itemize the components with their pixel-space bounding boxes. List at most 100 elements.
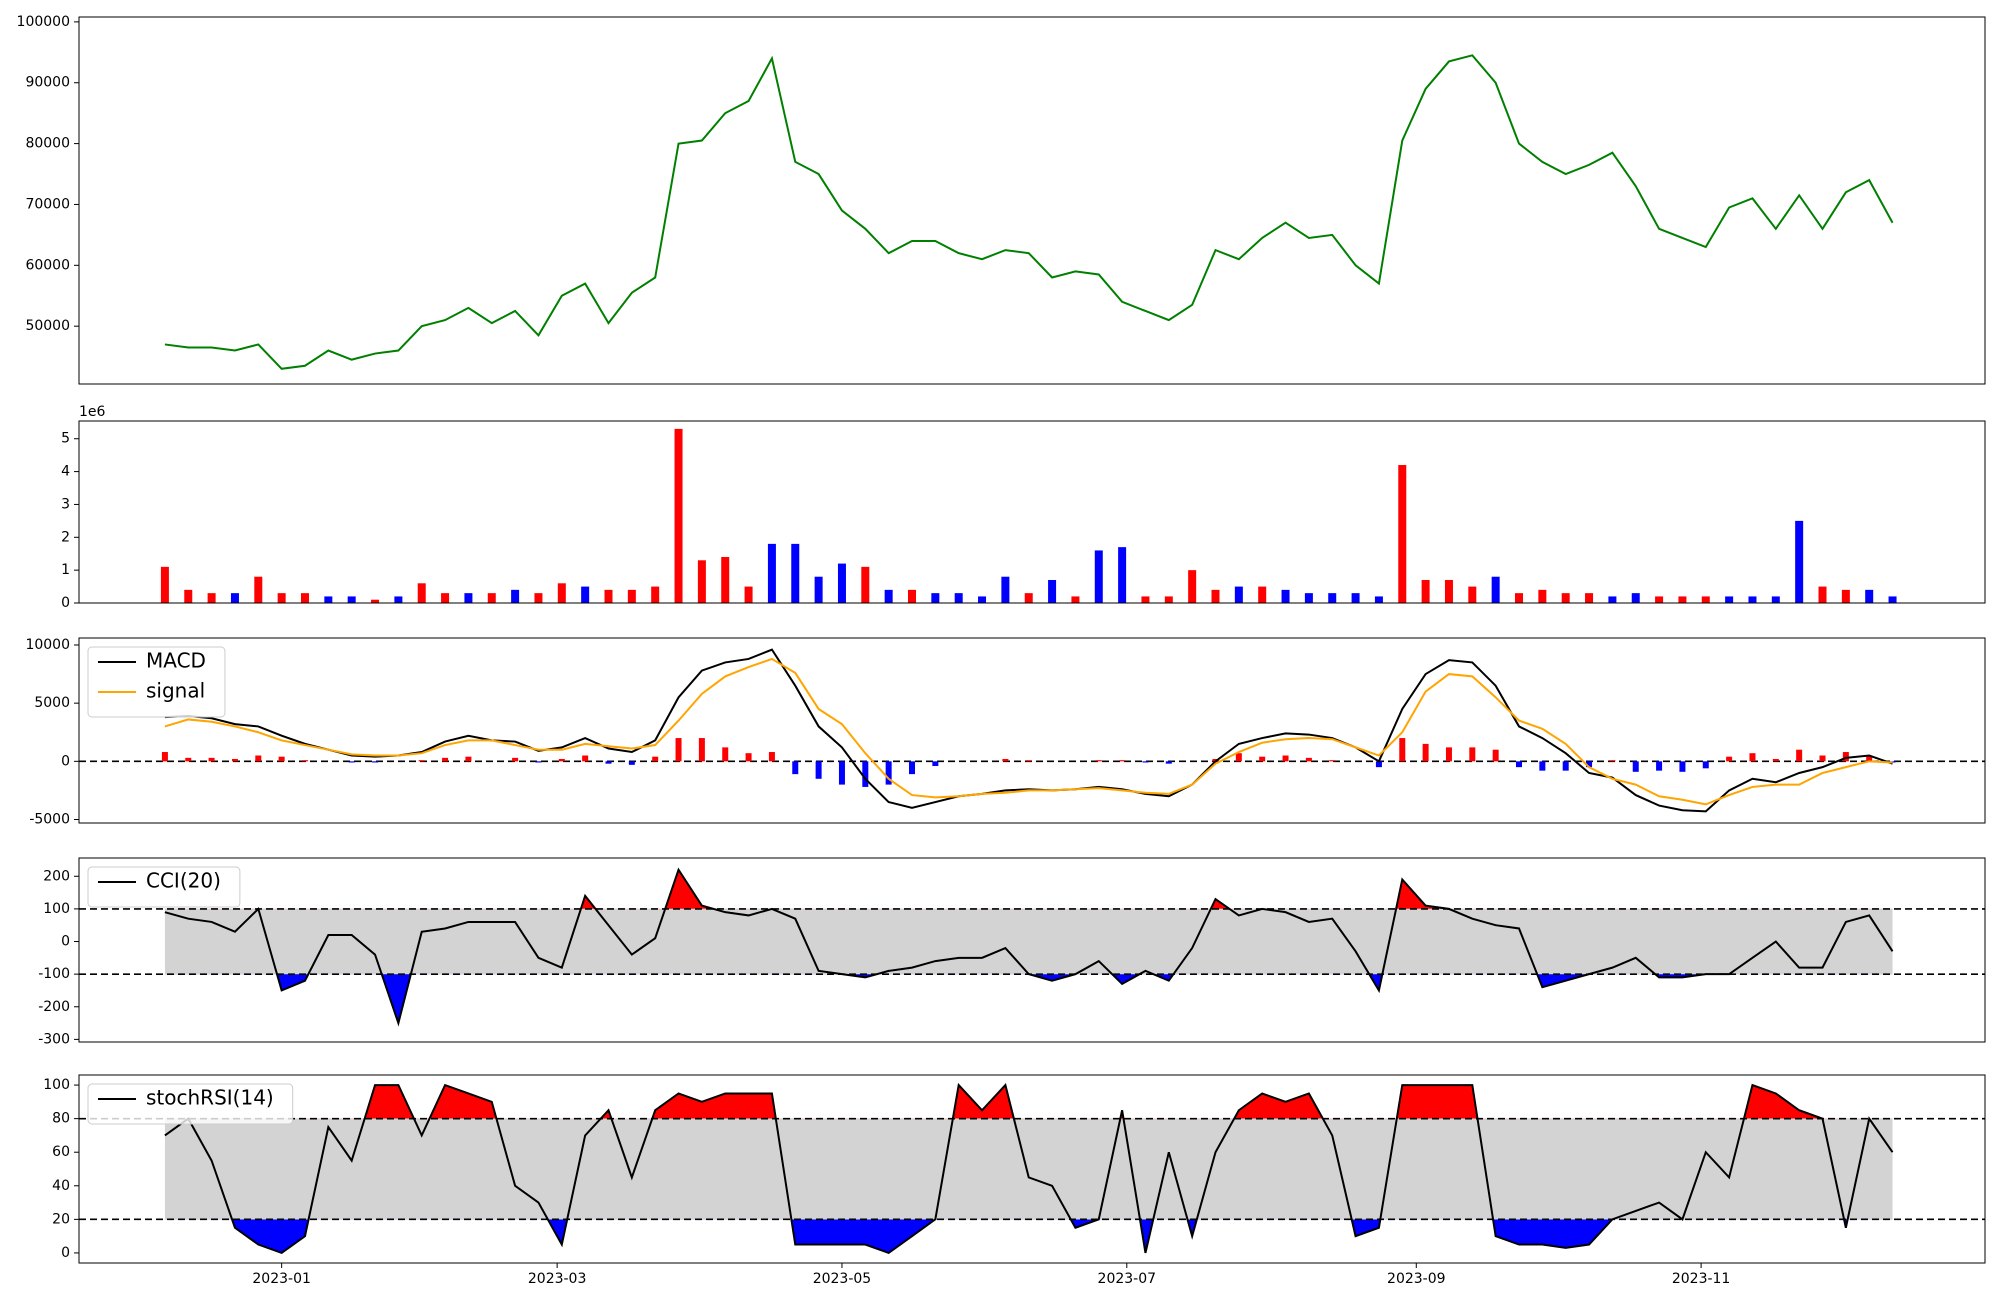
histogram-bar	[1702, 761, 1709, 769]
legend-label: signal	[146, 679, 205, 703]
histogram-bar	[1282, 755, 1289, 762]
axes-frame	[78, 420, 1986, 604]
axis-offset-label: 1e6	[79, 404, 106, 420]
y-tick-label: 20	[52, 1211, 70, 1227]
histogram-bar	[1305, 757, 1312, 762]
histogram-bar	[1819, 755, 1826, 762]
histogram-bar	[815, 761, 822, 779]
volume-bar	[254, 576, 263, 603]
y-tick-label: 60	[52, 1144, 70, 1160]
histogram-bar	[838, 761, 845, 785]
series-line	[164, 54, 1894, 370]
volume-bar	[324, 596, 333, 603]
volume-bar	[207, 593, 216, 603]
volume-bar	[1258, 586, 1267, 603]
volume-bar	[1468, 586, 1477, 603]
legend: stochRSI(14)	[87, 1083, 294, 1125]
volume-bar	[1515, 593, 1524, 603]
histogram-bar	[1095, 760, 1102, 762]
volume-bar	[1094, 550, 1103, 603]
histogram-bar	[1586, 761, 1593, 768]
histogram-bar	[605, 761, 612, 764]
histogram-bar	[768, 752, 775, 762]
series-line	[164, 1082, 1894, 1255]
histogram-bar	[1259, 756, 1266, 762]
y-tick-label: 100	[43, 1077, 70, 1093]
y-tick-label: -200	[38, 999, 70, 1015]
volume-bar	[1071, 596, 1080, 603]
histogram-bar	[1842, 752, 1849, 762]
volume-bar	[767, 543, 776, 603]
histogram-bar	[1656, 761, 1663, 771]
y-tick-label: 4	[61, 464, 70, 480]
volume-bar	[837, 563, 846, 603]
volume-bar	[1795, 520, 1804, 603]
y-tick-label: 3	[61, 496, 70, 512]
volume-bar	[1048, 580, 1057, 603]
y-tick-label: 90000	[25, 75, 70, 91]
volume-bar	[1585, 593, 1594, 603]
x-tick-label: 2023-11	[1672, 1271, 1731, 1287]
y-tick-label: 80000	[25, 136, 70, 152]
histogram-bar	[231, 759, 238, 762]
x-tick-label: 2023-09	[1387, 1271, 1446, 1287]
volume-bar	[230, 593, 239, 603]
histogram-bar	[1726, 756, 1733, 762]
legend-box	[87, 1083, 294, 1125]
volume-bar	[1281, 589, 1290, 603]
volume-bar	[1631, 593, 1640, 603]
plot-area	[79, 1082, 1985, 1255]
y-tick-label: 5000	[34, 695, 70, 711]
volume-bar	[1561, 593, 1570, 603]
volume-bar	[184, 589, 193, 603]
histogram-bar	[1516, 761, 1523, 768]
plot-area	[160, 428, 1897, 603]
volume-bar	[1678, 596, 1687, 603]
volume-bar	[1421, 580, 1430, 603]
y-tick-label: 0	[61, 753, 70, 769]
legend-box	[87, 866, 241, 908]
histogram-bar	[465, 756, 472, 762]
volume-bar	[1865, 589, 1874, 603]
histogram-bar	[1492, 749, 1499, 762]
volume-bar	[300, 593, 309, 603]
histogram-bar	[1772, 759, 1779, 762]
y-tick-label: -300	[38, 1031, 70, 1047]
oversold-fill	[164, 1219, 1893, 1253]
volume-bar	[1001, 576, 1010, 603]
panel: 50000 60000 70000 80000 90000 100000	[17, 14, 1986, 385]
axes-frame	[78, 637, 1986, 824]
y-tick-label: 100000	[17, 14, 70, 30]
histogram-bar	[278, 756, 285, 762]
volume-bar	[1328, 593, 1337, 603]
volume-bar	[814, 576, 823, 603]
volume-bar	[1608, 596, 1617, 603]
histogram-bar	[1539, 761, 1546, 771]
histogram-bar	[558, 759, 565, 762]
y-tick-label: -5000	[29, 812, 70, 828]
y-tick-label: 0	[61, 934, 70, 950]
volume-bar	[1655, 596, 1664, 603]
histogram-bar	[161, 752, 168, 762]
x-tick-label: 2023-03	[528, 1271, 587, 1287]
plot-area	[79, 867, 1985, 1027]
histogram-bar	[1375, 761, 1382, 768]
histogram-bar	[512, 757, 519, 762]
volume-bar	[1748, 596, 1757, 603]
volume-bar	[417, 583, 426, 603]
histogram-bar	[535, 761, 542, 763]
volume-bar	[791, 543, 800, 603]
histogram-bar	[1679, 761, 1686, 772]
y-tick-label: 2	[61, 529, 70, 545]
histogram-bar	[1445, 747, 1452, 762]
y-tick-label: 200	[43, 868, 70, 884]
y-tick-label: 40	[52, 1178, 70, 1194]
panel: 0 1 2 3 4 5 1e6	[61, 404, 1986, 611]
histogram-bar	[1399, 738, 1406, 762]
histogram-bar	[208, 757, 215, 762]
y-tick-label: 0	[61, 1245, 70, 1261]
volume-bar	[954, 593, 963, 603]
legend: CCI(20)	[87, 866, 241, 908]
axes-frame	[78, 16, 1986, 385]
